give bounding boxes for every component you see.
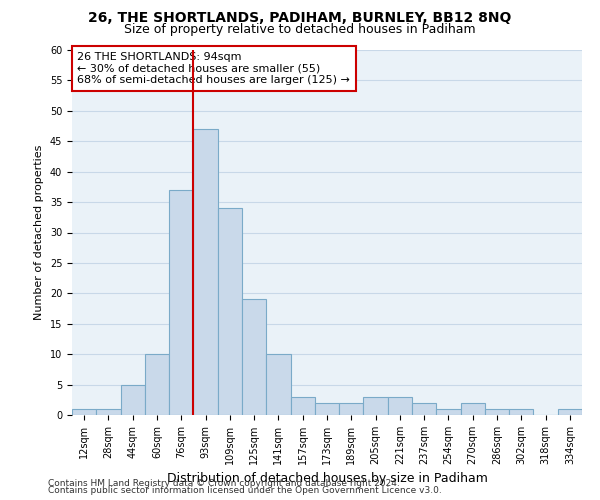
Text: Contains public sector information licensed under the Open Government Licence v3: Contains public sector information licen…	[48, 486, 442, 495]
Y-axis label: Number of detached properties: Number of detached properties	[34, 145, 44, 320]
Bar	[412, 403, 436, 415]
Bar	[558, 409, 582, 415]
Bar	[388, 397, 412, 415]
Bar	[145, 354, 169, 415]
Bar	[364, 397, 388, 415]
Bar	[96, 409, 121, 415]
Bar	[485, 409, 509, 415]
Text: 26 THE SHORTLANDS: 94sqm
← 30% of detached houses are smaller (55)
68% of semi-d: 26 THE SHORTLANDS: 94sqm ← 30% of detach…	[77, 52, 350, 85]
Bar	[290, 397, 315, 415]
Bar	[266, 354, 290, 415]
Bar	[193, 129, 218, 415]
Bar	[169, 190, 193, 415]
Text: Size of property relative to detached houses in Padiham: Size of property relative to detached ho…	[124, 22, 476, 36]
Bar	[218, 208, 242, 415]
Bar	[461, 403, 485, 415]
Bar	[242, 300, 266, 415]
Bar	[121, 384, 145, 415]
Bar	[436, 409, 461, 415]
Bar	[72, 409, 96, 415]
Bar	[509, 409, 533, 415]
X-axis label: Distribution of detached houses by size in Padiham: Distribution of detached houses by size …	[167, 472, 487, 486]
Text: 26, THE SHORTLANDS, PADIHAM, BURNLEY, BB12 8NQ: 26, THE SHORTLANDS, PADIHAM, BURNLEY, BB…	[88, 11, 512, 25]
Text: Contains HM Land Registry data © Crown copyright and database right 2024.: Contains HM Land Registry data © Crown c…	[48, 478, 400, 488]
Bar	[315, 403, 339, 415]
Bar	[339, 403, 364, 415]
